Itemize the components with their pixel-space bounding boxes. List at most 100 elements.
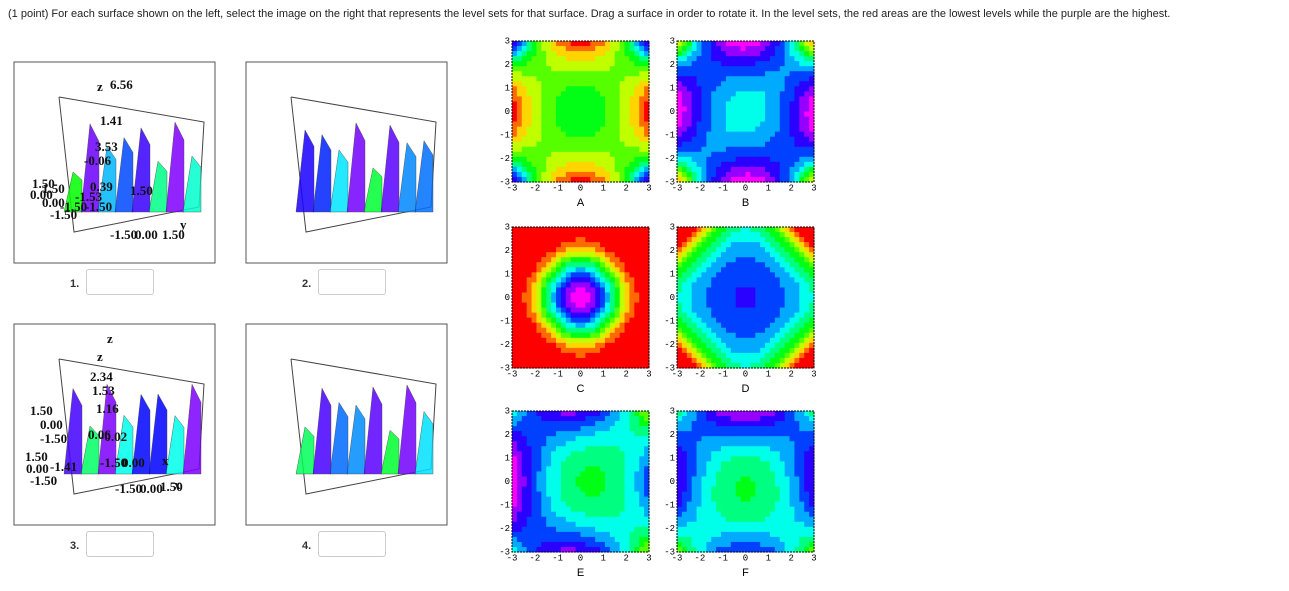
- level-cell: [784, 496, 790, 503]
- level-cell: [639, 292, 645, 298]
- answer-input[interactable]: [86, 269, 154, 295]
- level-cell: [609, 357, 616, 364]
- level-cell: [619, 171, 625, 178]
- level-cell: [740, 81, 746, 87]
- level-cell: [580, 66, 586, 72]
- level-cell: [624, 332, 630, 339]
- level-cell: [765, 546, 771, 553]
- surface-patch: [346, 122, 366, 213]
- level-cell: [575, 287, 581, 293]
- level-cell: [809, 362, 815, 369]
- y-tick-label: -1: [499, 130, 510, 140]
- level-cell: [644, 491, 650, 498]
- level-cell: [526, 56, 532, 62]
- level-cell: [619, 292, 625, 298]
- y-tick-label: -1: [664, 130, 675, 140]
- level-cell: [765, 66, 771, 72]
- level-cell: [639, 352, 645, 359]
- level-cell: [706, 521, 712, 528]
- level-cell: [614, 61, 621, 67]
- level-cell: [604, 521, 611, 528]
- level-cell: [789, 292, 795, 298]
- level-cell: [521, 287, 528, 293]
- level-cell: [600, 352, 606, 359]
- level-cell: [711, 526, 717, 533]
- level-cell: [681, 491, 688, 498]
- level-cell: [580, 322, 586, 329]
- level-cell: [750, 441, 756, 447]
- level-cell: [600, 146, 606, 153]
- surface-axis-label: y: [180, 217, 187, 232]
- level-cell: [614, 302, 621, 308]
- surface-axis-label: 3.53: [95, 139, 118, 154]
- level-cell: [794, 161, 800, 168]
- level-cell: [799, 232, 805, 238]
- level-cell: [721, 237, 727, 243]
- level-cell: [565, 71, 572, 77]
- level-cell: [624, 441, 630, 447]
- level-cell: [789, 357, 795, 364]
- level-cell: [691, 176, 697, 183]
- level-cell: [516, 106, 523, 112]
- level-cell: [750, 352, 756, 359]
- level-cell: [609, 46, 616, 52]
- level-cell: [585, 441, 591, 447]
- level-cell: [779, 317, 786, 324]
- level-cell: [799, 347, 805, 354]
- level-cell: [711, 441, 717, 447]
- level-cell: [760, 411, 766, 417]
- level-cell: [794, 411, 800, 417]
- level-cell: [565, 161, 572, 168]
- level-cell: [735, 252, 741, 258]
- level-cell: [769, 521, 776, 528]
- level-cell: [706, 51, 712, 57]
- level-cell: [531, 272, 537, 278]
- level-cell: [794, 322, 800, 329]
- level-cell: [575, 277, 581, 283]
- level-cell: [725, 526, 732, 533]
- answer-input[interactable]: [86, 531, 154, 557]
- level-cell: [575, 481, 581, 487]
- answer-input[interactable]: [318, 269, 386, 295]
- level-cell: [696, 116, 702, 122]
- level-cell: [730, 232, 737, 238]
- level-cell: [516, 302, 523, 308]
- level-cell: [769, 136, 776, 143]
- level-cell: [706, 332, 712, 339]
- level-cell: [570, 461, 576, 467]
- level-cell: [794, 546, 800, 553]
- level-cell: [634, 357, 640, 364]
- level-cell: [701, 252, 707, 258]
- level-cell: [711, 506, 717, 513]
- level-cell: [560, 342, 567, 349]
- level-cell: [745, 342, 751, 349]
- level-cell: [590, 96, 596, 102]
- level-cell: [716, 536, 722, 543]
- answer-input[interactable]: [318, 531, 386, 557]
- level-cell: [804, 151, 810, 158]
- level-cell: [765, 461, 771, 467]
- level-cell: [794, 267, 800, 273]
- level-cell: [531, 176, 537, 183]
- level-cell: [696, 257, 702, 263]
- level-cell: [691, 161, 697, 168]
- level-cell: [639, 41, 645, 47]
- level-cell: [769, 141, 776, 148]
- level-cell: [794, 257, 800, 263]
- level-cell: [531, 81, 537, 87]
- level-cell: [681, 451, 688, 457]
- level-cell: [570, 287, 576, 293]
- level-cell: [551, 297, 557, 303]
- level-cell: [541, 91, 547, 97]
- level-cell: [575, 262, 581, 268]
- level-cell: [565, 307, 572, 314]
- level-cell: [765, 96, 771, 102]
- level-cell: [624, 461, 630, 467]
- level-cell: [686, 431, 693, 437]
- level-cell: [721, 146, 727, 153]
- level-cell: [512, 71, 518, 77]
- level-cell: [536, 151, 542, 158]
- level-cell: [590, 56, 596, 62]
- level-cell: [639, 421, 645, 427]
- level-cell: [565, 426, 572, 432]
